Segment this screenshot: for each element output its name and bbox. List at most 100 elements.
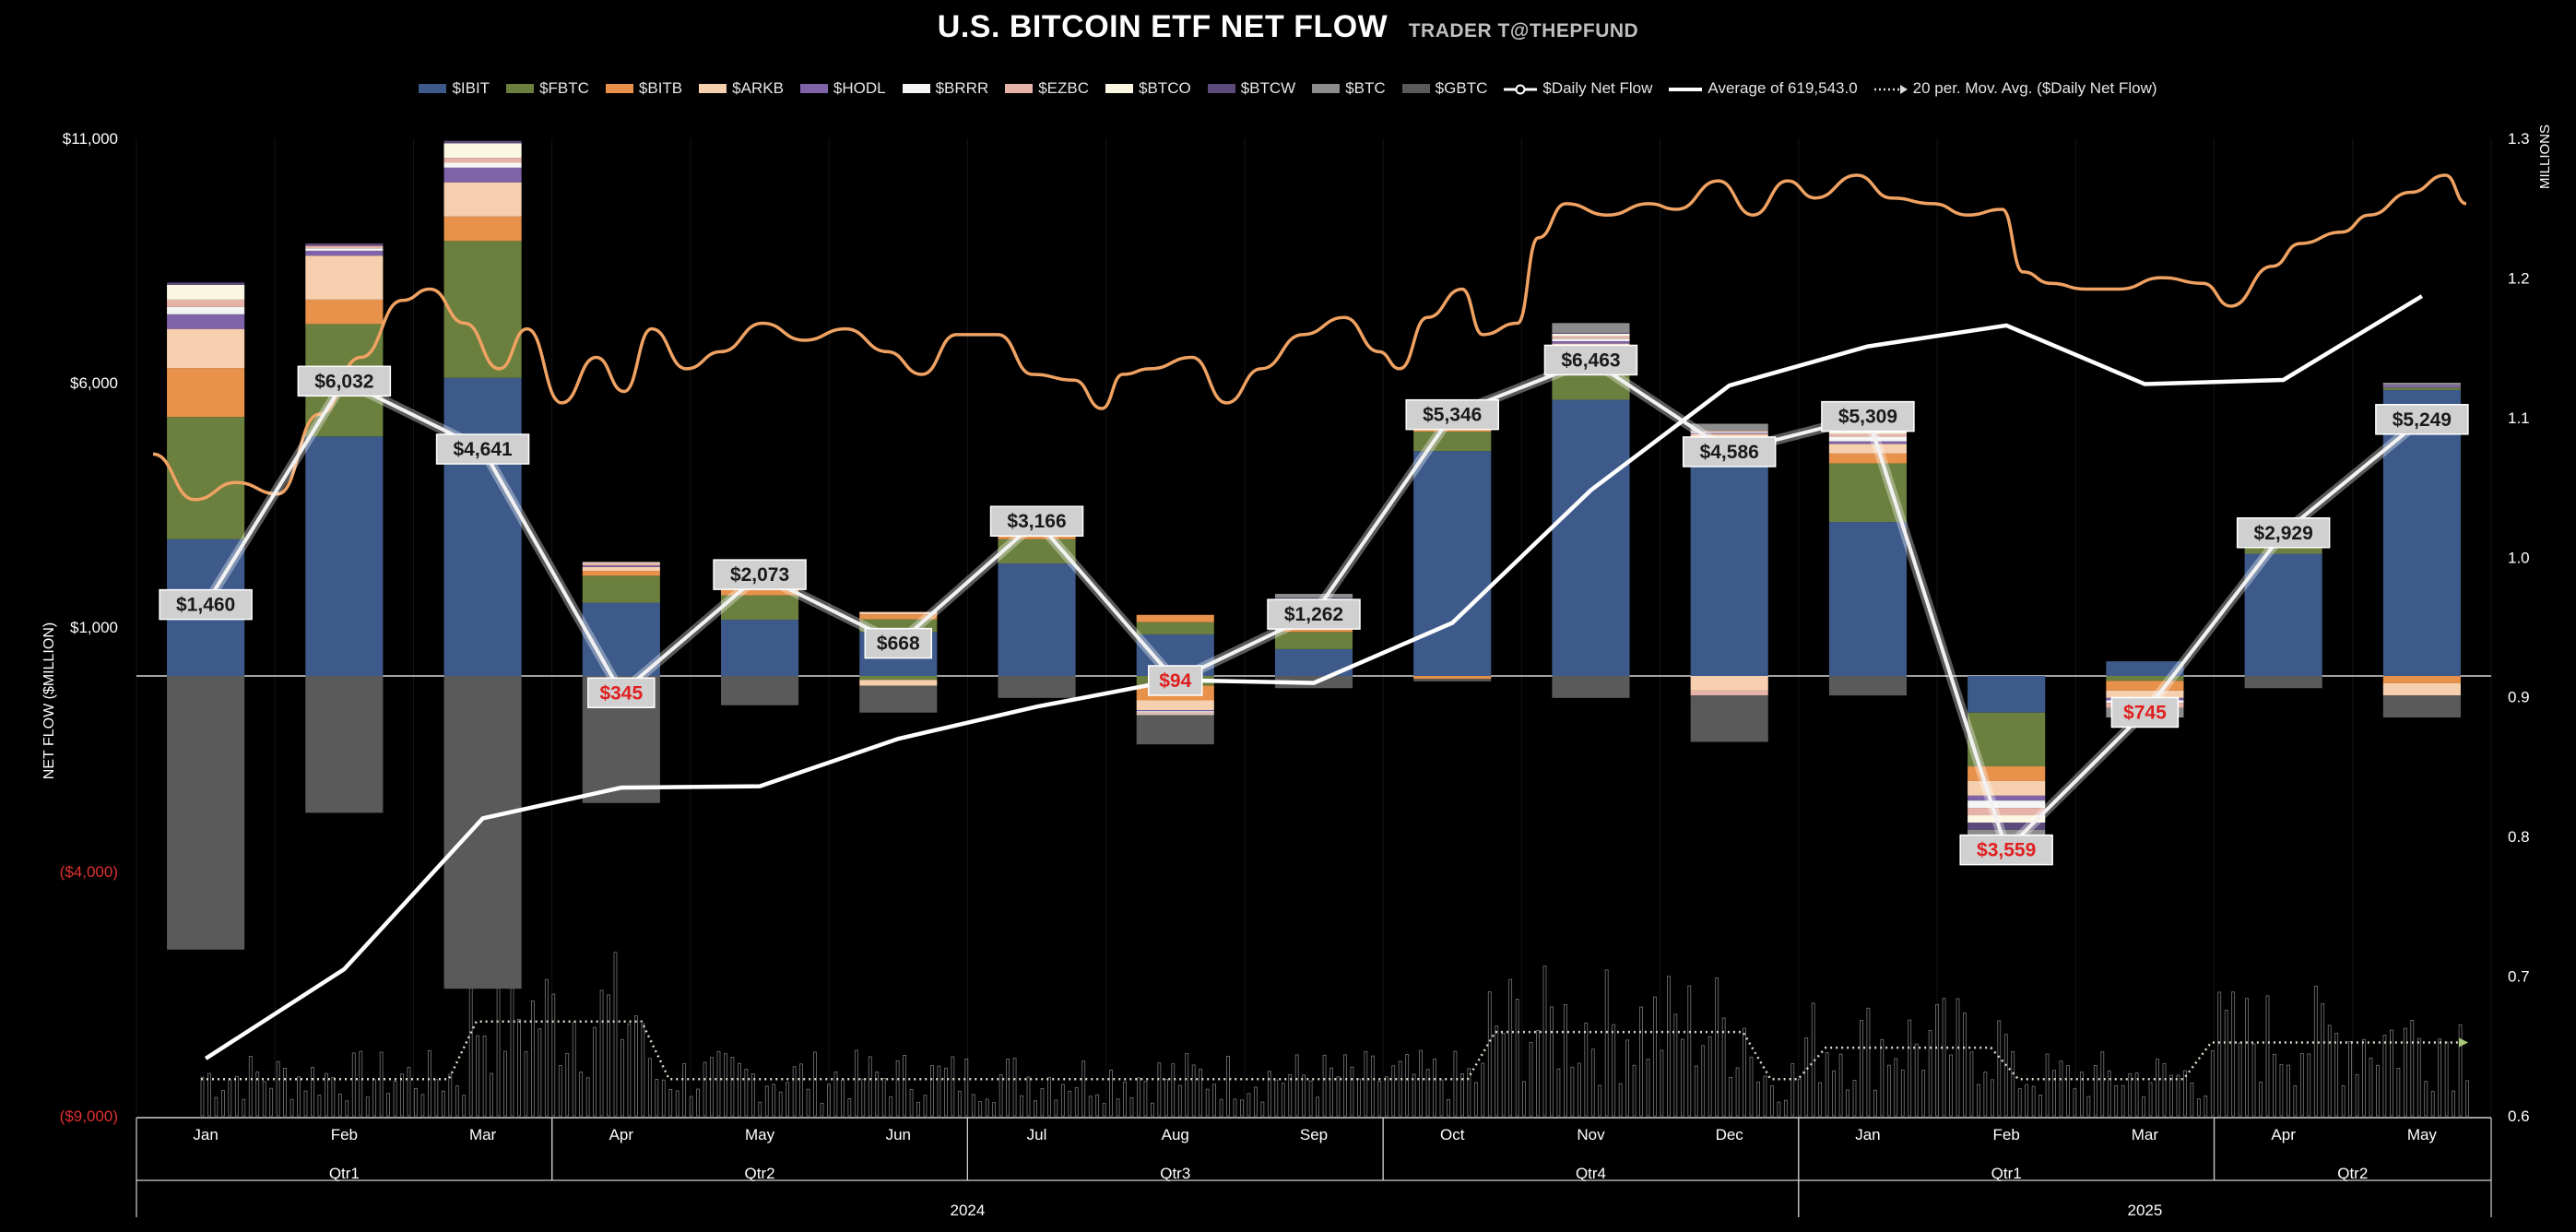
daily-volume-bar (1205, 1088, 1210, 1117)
daily-volume-bar (2011, 1051, 2015, 1117)
daily-volume-bar (538, 1028, 542, 1117)
daily-volume-bar (2438, 1038, 2442, 1117)
daily-volume-bar (2259, 1082, 2263, 1117)
daily-volume-bar (1653, 996, 1657, 1117)
daily-volume-bar (1102, 1103, 1106, 1117)
daily-volume-bar (696, 1088, 700, 1117)
daily-volume-bar (744, 1069, 749, 1117)
bar-segment-ezbc (1552, 336, 1630, 339)
daily-volume-bar (1164, 1079, 1168, 1117)
daily-volume-bar (1088, 1096, 1093, 1117)
daily-volume-bar (2190, 1082, 2194, 1117)
daily-volume-bar (1398, 1060, 1402, 1117)
daily-volume-bar (827, 1084, 831, 1117)
bar-segment-bitb (167, 368, 245, 418)
legend-label: $Daily Net Flow (1542, 79, 1653, 97)
chart-subtitle: TRADER T@THEPFUND (1408, 20, 1639, 41)
daily-volume-bar (1095, 1094, 1100, 1117)
legend-item: $BTC (1312, 79, 1386, 98)
daily-volume-bar (2114, 1084, 2119, 1117)
net-flow-label: $6,463 (1561, 349, 1620, 371)
daily-volume-bar (337, 1094, 342, 1117)
daily-volume-bar (992, 1102, 997, 1117)
net-flow-label: $5,346 (1423, 405, 1482, 426)
legend-swatch (1312, 84, 1341, 93)
daily-volume-bar (655, 1079, 659, 1117)
quarter-tick-label: Qtr2 (2337, 1165, 2368, 1182)
net-flow-label: $1,460 (176, 595, 235, 616)
net-flow-label-box (1148, 665, 1203, 696)
bar-segment-ibit (2244, 553, 2322, 676)
daily-volume-bar (531, 1001, 535, 1117)
daily-volume-bar (2307, 1053, 2311, 1117)
net-flow-label-box (1543, 344, 1638, 376)
daily-volume-bar (881, 1078, 886, 1117)
bar-segment-gbtc (859, 685, 938, 713)
bar-segment-brrr (1552, 338, 1630, 341)
legend-swatch (1105, 84, 1134, 93)
daily-volume-bar (503, 1050, 507, 1117)
daily-volume-bar (2204, 1096, 2208, 1117)
net-flow-label-box (435, 433, 530, 465)
daily-volume-bar (2079, 1072, 2084, 1117)
legend-item: Average of 619,543.0 (1669, 79, 1858, 98)
daily-volume-bar (627, 1023, 632, 1117)
bar-segment-arkb (859, 680, 938, 686)
daily-volume-bar (1949, 1054, 1953, 1117)
legend-item: $ARKB (699, 79, 784, 98)
daily-volume-bar (448, 1073, 453, 1117)
daily-volume-bar (1040, 1088, 1045, 1117)
daily-volume-bar (2348, 1041, 2353, 1117)
daily-volume-bar (2251, 1043, 2256, 1117)
daily-volume-bar (1673, 1013, 1678, 1117)
bar-segment-ezbc (1690, 690, 1768, 696)
daily-volume-bar (1660, 1049, 1664, 1117)
daily-volume-bar (2196, 1098, 2201, 1117)
daily-volume-bar (1942, 998, 1946, 1117)
daily-volume-bar (620, 1038, 624, 1117)
daily-volume-bar (2416, 1037, 2421, 1117)
daily-volume-bar (1081, 1060, 1086, 1117)
daily-volume-bar (242, 1098, 246, 1117)
daily-volume-bar (427, 1049, 431, 1117)
daily-volume-bar (1687, 985, 1692, 1117)
daily-volume-bar (1433, 1058, 1436, 1117)
net-flow-label: $2,929 (2254, 523, 2313, 544)
daily-volume-bar (386, 1093, 391, 1117)
month-tick-label: Apr (2271, 1126, 2296, 1143)
daily-volume-bar (1336, 1076, 1341, 1117)
daily-volume-bar (1412, 1073, 1416, 1117)
daily-volume-bar (668, 1088, 673, 1117)
bar-segment-ibit (2106, 661, 2184, 676)
bar-segment-arkb (859, 611, 938, 615)
net-flow-label: $4,641 (453, 439, 513, 460)
daily-volume-bar (1240, 1099, 1244, 1117)
daily-volume-bar (1260, 1101, 1265, 1117)
daily-volume-bar (214, 1096, 219, 1117)
bar-segment-bitb (305, 299, 384, 325)
daily-volume-bar (2444, 1041, 2449, 1117)
y2-axis-tick-label: 0.7 (2508, 968, 2530, 986)
daily-volume-bar (613, 952, 618, 1117)
daily-volume-bar (647, 1058, 652, 1117)
daily-volume-bar (607, 994, 610, 1117)
daily-volume-bar (2031, 1085, 2036, 1117)
legend-item: $BTCW (1207, 79, 1295, 98)
legend-swatch (902, 84, 930, 93)
daily-volume-bar (1797, 1078, 1802, 1117)
daily-volume-bar (1515, 999, 1519, 1117)
y2-axis-tick-label: 1.3 (2508, 130, 2530, 148)
net-flow-label: $345 (599, 682, 643, 704)
daily-volume-bar (1983, 1072, 1988, 1117)
daily-volume-bar (1467, 1068, 1471, 1117)
bar-segment-fbtc (1967, 712, 2046, 767)
bar-segment-fbtc (443, 241, 522, 378)
daily-volume-bar (2265, 995, 2270, 1117)
daily-volume-bar (2017, 1088, 2022, 1117)
daily-volume-bar (1034, 1100, 1037, 1117)
daily-volume-bar (290, 1098, 294, 1117)
daily-volume-bar (248, 1056, 253, 1117)
net-flow-label-box (989, 505, 1084, 537)
data-labels-layer: $1,460 $6,032 $4,641 $345 $2,073 $668 $3,166 $9… (159, 344, 2469, 866)
moving-average-arrow-icon (2459, 1037, 2469, 1048)
